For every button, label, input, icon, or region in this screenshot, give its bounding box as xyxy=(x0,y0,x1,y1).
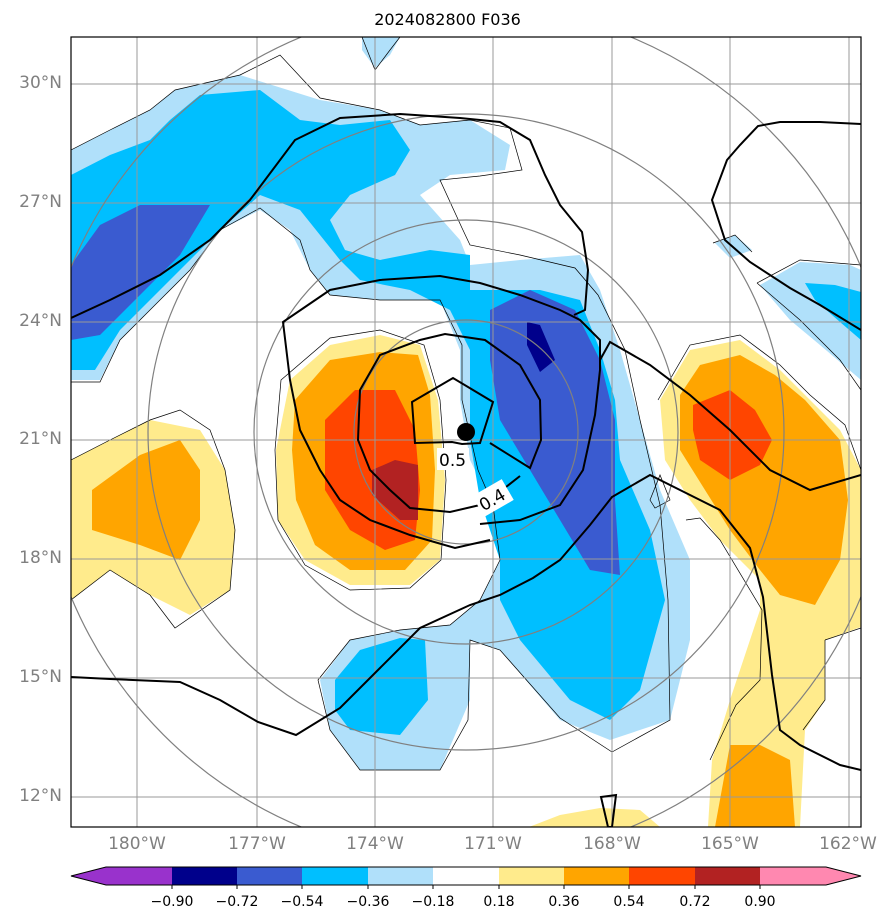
lon-label-180w: 180°W xyxy=(108,834,166,854)
colorbar-swatch-9 xyxy=(629,867,695,885)
lat-label-30n: 30°N xyxy=(19,73,62,93)
colorbar-swatch-4 xyxy=(302,867,368,885)
yellow-region-south xyxy=(529,808,660,827)
orange-region-west xyxy=(92,440,200,560)
lat-label-18n: 18°N xyxy=(19,548,62,568)
colorbar-extend-low xyxy=(71,867,106,885)
colorbar-swatch-11 xyxy=(760,867,826,885)
lat-label-15n: 15°N xyxy=(19,667,62,687)
blue-region-south xyxy=(335,638,428,735)
graticule xyxy=(71,37,861,827)
colorbar-tick-label: 0.72 xyxy=(679,894,711,910)
lat-label-27n: 27°N xyxy=(19,192,62,212)
colorbar-swatch-2 xyxy=(172,867,237,885)
colorbar-tick-label: −0.90 xyxy=(150,894,194,910)
contour-lines xyxy=(71,112,861,827)
lon-label-171w: 171°W xyxy=(464,834,522,854)
plot-frame xyxy=(70,36,862,828)
range-rings xyxy=(71,37,861,827)
colorbar-tick-label: 0.36 xyxy=(548,894,580,910)
light-blue-region-top xyxy=(362,37,400,68)
colorbar-swatch-5 xyxy=(368,867,433,885)
colorbar-tick-label: 0.90 xyxy=(744,894,776,910)
contour-label-layer: 0.5 0.4 xyxy=(437,448,514,517)
blue-region-east xyxy=(805,283,861,340)
colorbar-tick-label: 0.54 xyxy=(613,894,645,910)
lat-label-21n: 21°N xyxy=(19,429,62,449)
colorbar-swatch-1 xyxy=(106,867,172,885)
colorbar-outline xyxy=(70,866,862,886)
lon-label-168w: 168°W xyxy=(583,834,641,854)
contour-label-0-5: 0.5 xyxy=(439,451,466,471)
colorbar-tick-label: −0.36 xyxy=(346,894,390,910)
lon-label-174w: 174°W xyxy=(346,834,404,854)
colorbar-swatch-6 xyxy=(433,867,499,885)
colorbar-extend-high xyxy=(826,867,861,885)
lat-label-24n: 24°N xyxy=(19,311,62,331)
navy-region xyxy=(527,322,555,372)
redorange-region-east xyxy=(693,390,772,480)
colorbar-tick-label: −0.18 xyxy=(411,894,455,910)
lon-label-165w: 165°W xyxy=(701,834,759,854)
royal-blue-region-west xyxy=(71,205,210,340)
blue-region-north xyxy=(71,90,665,720)
colorbar-tick-label: −0.72 xyxy=(215,894,259,910)
filled-anomaly-layer xyxy=(71,37,861,827)
anomaly-outlines xyxy=(71,37,861,771)
colorbar-swatch-3 xyxy=(237,867,302,885)
colorbar-swatch-8 xyxy=(564,867,629,885)
storm-center-marker xyxy=(457,423,475,441)
lon-label-162w: 162°W xyxy=(819,834,877,854)
colorbar-tick-label: −0.54 xyxy=(280,894,324,910)
colorbar-swatch-10 xyxy=(695,867,760,885)
map-title: 2024082800 F036 xyxy=(374,10,521,29)
colorbar-tick-label: 0.18 xyxy=(483,894,515,910)
lat-label-12n: 12°N xyxy=(19,786,62,806)
orange-region-east xyxy=(680,355,848,605)
lon-label-177w: 177°W xyxy=(228,834,286,854)
colorbar xyxy=(70,866,862,889)
colorbar-swatch-7 xyxy=(499,867,564,885)
royal-blue-region-center xyxy=(490,290,620,575)
